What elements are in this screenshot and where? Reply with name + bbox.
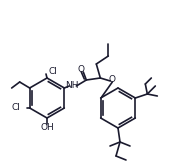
Text: Cl: Cl — [12, 104, 21, 113]
Text: O: O — [78, 64, 85, 73]
Text: O: O — [109, 74, 116, 84]
Text: Cl: Cl — [48, 66, 57, 75]
Text: NH: NH — [66, 80, 79, 90]
Text: OH: OH — [40, 124, 54, 132]
